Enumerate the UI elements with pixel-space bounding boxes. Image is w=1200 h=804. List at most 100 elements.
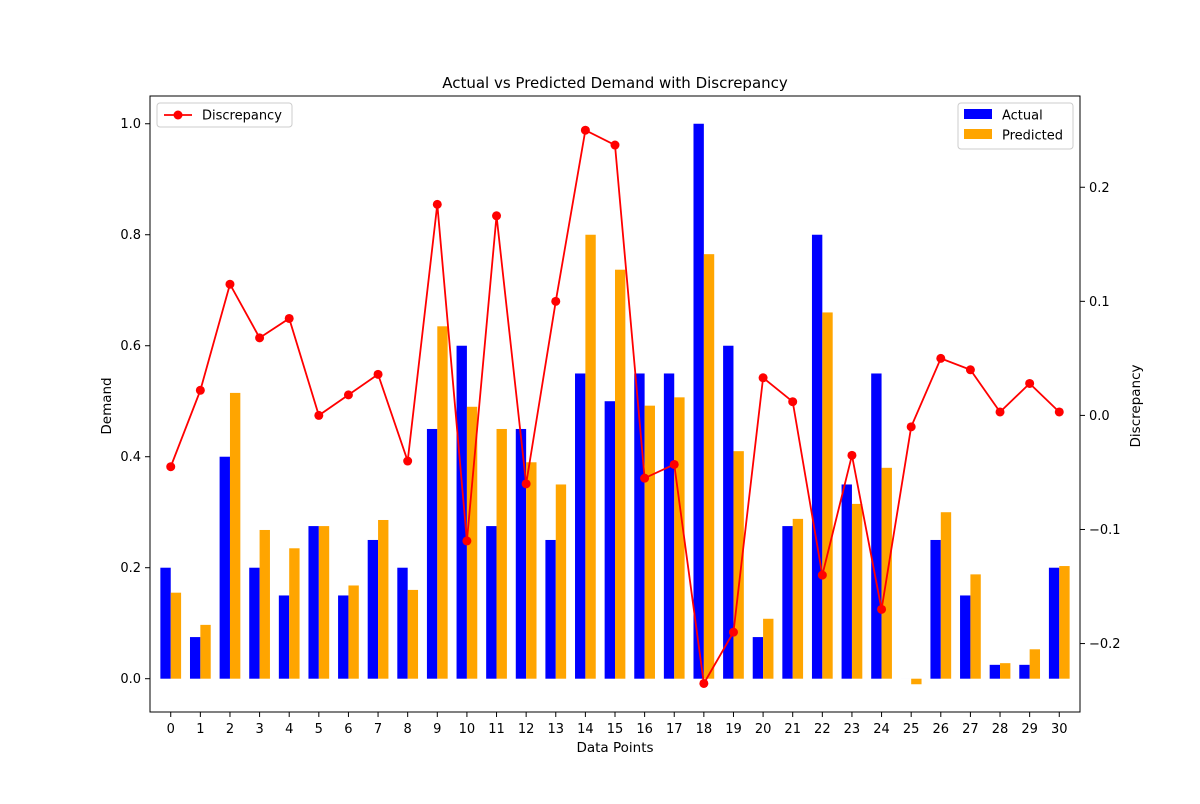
actual-bar	[160, 568, 170, 679]
x-tick-label: 1	[196, 722, 204, 737]
x-tick-label: 28	[992, 722, 1009, 737]
predicted-bar	[615, 270, 625, 679]
actual-bar	[279, 595, 289, 678]
legend-marker-swatch	[174, 111, 183, 120]
x-tick-label: 17	[666, 722, 683, 737]
actual-bar	[812, 235, 822, 679]
x-tick-label: 25	[903, 722, 920, 737]
x-tick-label: 15	[607, 722, 624, 737]
actual-bar	[842, 484, 852, 678]
legend-bars-box: Actual Predicted	[958, 103, 1073, 149]
y2-axis-label: Discrepancy	[1128, 365, 1144, 448]
predicted-bar	[378, 520, 388, 679]
actual-bar	[605, 401, 615, 678]
actual-bar	[575, 373, 585, 678]
discrepancy-point	[611, 141, 620, 150]
discrepancy-point	[966, 365, 975, 374]
discrepancy-point	[759, 373, 768, 382]
y2-tick-label: 0.0	[1089, 409, 1110, 424]
actual-bar	[545, 540, 555, 679]
x-tick-label: 30	[1051, 722, 1068, 737]
x-tick-label: 21	[784, 722, 801, 737]
discrepancy-point	[788, 397, 797, 406]
discrepancy-point	[196, 386, 205, 395]
actual-bar	[308, 526, 318, 679]
actual-bar	[486, 526, 496, 679]
discrepancy-point	[522, 479, 531, 488]
y2-tick-label: −0.2	[1089, 637, 1121, 652]
actual-bar	[930, 540, 940, 679]
discrepancy-point	[344, 390, 353, 399]
y-tick-label: 1.0	[120, 117, 141, 132]
x-tick-label: 27	[962, 722, 979, 737]
predicted-bar	[437, 326, 447, 678]
actual-bar	[368, 540, 378, 679]
legend-label-discrepancy: Discrepancy	[202, 109, 282, 124]
predicted-bar	[763, 619, 773, 679]
predicted-bar	[1030, 649, 1040, 678]
predicted-bar	[793, 519, 803, 679]
predicted-bar	[674, 397, 684, 678]
x-tick-label: 20	[755, 722, 772, 737]
x-tick-label: 23	[844, 722, 861, 737]
legend-label-predicted: Predicted	[1002, 129, 1063, 144]
y2-tick-label: −0.1	[1089, 523, 1121, 538]
predicted-bar	[526, 462, 536, 678]
y-tick-label: 0.4	[120, 450, 141, 465]
legend-label-actual: Actual	[1002, 109, 1043, 124]
predicted-bar	[704, 254, 714, 679]
chart-title: Actual vs Predicted Demand with Discrepa…	[442, 74, 788, 92]
predicted-bar	[289, 548, 299, 678]
legend-discrepancy-box: Discrepancy	[157, 103, 292, 127]
discrepancy-point	[670, 460, 679, 469]
discrepancy-point	[818, 571, 827, 580]
discrepancy-point	[285, 314, 294, 323]
discrepancy-point	[877, 605, 886, 614]
actual-bar	[782, 526, 792, 679]
predicted-bar	[171, 593, 181, 679]
x-tick-label: 9	[433, 722, 441, 737]
discrepancy-point	[699, 679, 708, 688]
x-tick-label: 6	[344, 722, 352, 737]
predicted-bar	[822, 312, 832, 678]
actual-bar	[190, 637, 200, 679]
y-tick-label: 0.8	[120, 228, 141, 243]
discrepancy-point	[729, 628, 738, 637]
predicted-bar	[733, 451, 743, 679]
x-tick-label: 4	[285, 722, 293, 737]
predicted-bar	[1059, 566, 1069, 679]
discrepancy-point	[225, 280, 234, 289]
actual-bar	[397, 568, 407, 679]
actual-bar	[1049, 568, 1059, 679]
legend-swatch-actual	[964, 109, 992, 119]
actual-bar	[871, 373, 881, 678]
actual-bar	[664, 373, 674, 678]
x-tick-label: 3	[255, 722, 263, 737]
predicted-bar	[200, 625, 210, 679]
predicted-bar	[348, 585, 358, 678]
x-tick-label: 29	[1021, 722, 1038, 737]
discrepancy-point	[847, 451, 856, 460]
discrepancy-point	[581, 126, 590, 135]
x-tick-label: 13	[547, 722, 564, 737]
y2-tick-label: 0.1	[1089, 295, 1110, 310]
actual-bar	[990, 665, 1000, 679]
predicted-bar	[970, 574, 980, 678]
discrepancy-point	[551, 297, 560, 306]
actual-bar	[220, 457, 230, 679]
x-tick-label: 14	[577, 722, 594, 737]
x-tick-label: 10	[459, 722, 476, 737]
discrepancy-point	[1025, 379, 1034, 388]
discrepancy-point	[403, 457, 412, 466]
x-tick-label: 11	[488, 722, 505, 737]
predicted-bar	[230, 393, 240, 679]
predicted-bar	[556, 484, 566, 678]
x-tick-label: 24	[873, 722, 890, 737]
actual-bar	[753, 637, 763, 679]
predicted-bar	[1000, 663, 1010, 679]
predicted-bar	[319, 526, 329, 679]
predicted-bar	[911, 679, 921, 685]
actual-bar	[1019, 665, 1029, 679]
actual-bar	[693, 124, 703, 679]
